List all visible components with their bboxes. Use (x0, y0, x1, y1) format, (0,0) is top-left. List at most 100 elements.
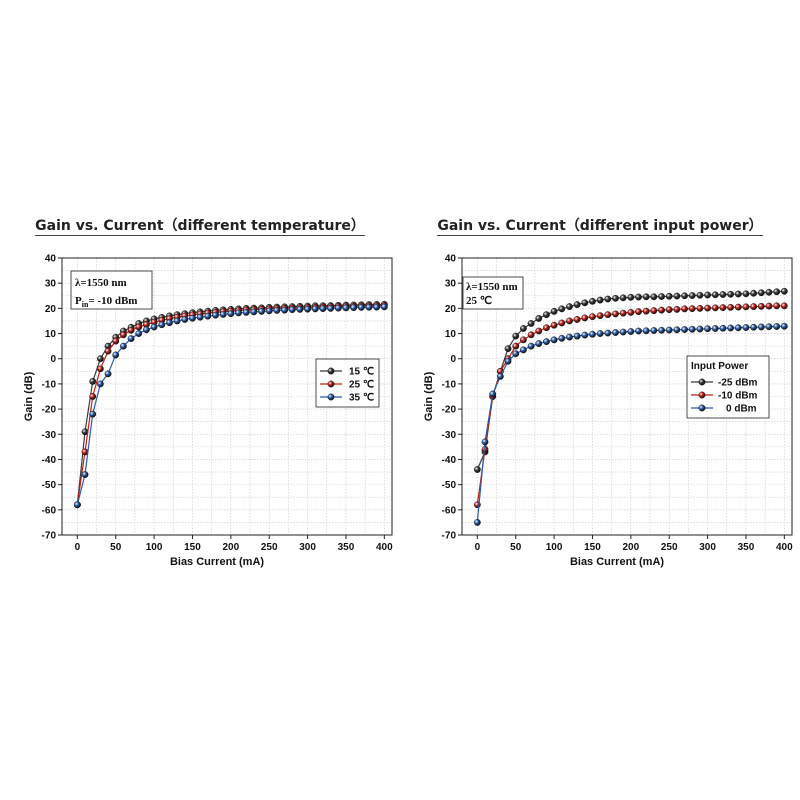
data-point (481, 438, 489, 446)
data-point (119, 331, 127, 339)
legend-marker (698, 378, 706, 386)
data-point (696, 325, 704, 333)
data-point (635, 293, 642, 301)
data-point (581, 314, 589, 322)
x-tick-label: 400 (376, 542, 393, 553)
data-point (780, 322, 788, 330)
data-point (104, 370, 112, 378)
data-point (327, 304, 335, 312)
data-point (265, 307, 273, 315)
data-point (573, 332, 581, 340)
data-point (688, 292, 696, 299)
data-point (604, 311, 612, 319)
data-point (696, 291, 704, 299)
x-tick-label: 350 (338, 542, 355, 553)
data-point (711, 325, 719, 332)
data-point (612, 329, 619, 336)
data-point (519, 325, 527, 332)
data-point (566, 333, 573, 341)
x-tick-label: 300 (299, 542, 316, 553)
chart-gain-vs-current-temperature: Gain vs. Current（different temperature） … (0, 205, 400, 585)
data-point (750, 303, 758, 311)
annotation-wavelength: λ=1550 nm (75, 277, 127, 289)
data-point (727, 324, 735, 332)
data-point (357, 303, 365, 311)
data-point (719, 324, 727, 332)
data-point (135, 330, 143, 337)
data-point (581, 299, 589, 307)
data-point (688, 305, 696, 313)
plot-frame (461, 257, 793, 536)
data-point (596, 312, 604, 320)
x-tick-label: 350 (738, 542, 755, 553)
data-point (665, 306, 673, 314)
data-point (589, 297, 596, 305)
legend-label: 0 dBm (726, 404, 757, 415)
legend: Input Power -25 dBm -10 dBm 0 dBm (686, 355, 770, 419)
data-point (704, 325, 711, 333)
data-point (627, 328, 635, 335)
data-point (135, 323, 143, 331)
x-tick-label: 150 (584, 542, 601, 553)
legend-label: 35 ℃ (349, 393, 374, 404)
data-point (650, 327, 658, 334)
data-point (504, 357, 512, 365)
y-tick-label: -50 (442, 480, 457, 491)
data-point (319, 305, 327, 313)
annotation-box: λ=1550 nm 25 ℃ (462, 276, 524, 310)
data-point (535, 327, 543, 335)
data-point (127, 326, 135, 334)
data-point (527, 320, 535, 327)
x-tick-label: 50 (110, 542, 122, 553)
data-point (612, 294, 619, 302)
data-point (489, 390, 497, 398)
data-point (681, 305, 688, 313)
data-point (619, 309, 627, 317)
data-point (273, 306, 281, 314)
data-point (311, 305, 319, 313)
data-point (757, 289, 765, 297)
x-axis-title: Bias Current (mA) (170, 556, 264, 568)
x-tick-label: 400 (776, 542, 793, 553)
legend-label: -10 dBm (718, 391, 758, 402)
data-point (512, 350, 520, 358)
legend: 15 ℃ 25 ℃ 35 ℃ (315, 358, 380, 408)
data-point (658, 306, 665, 314)
x-tick-label: 0 (475, 542, 481, 553)
chart-gain-vs-current-input-power: Gain vs. Current（different input power） … (400, 205, 800, 585)
data-point (688, 325, 696, 333)
data-point (673, 326, 681, 334)
data-point (227, 310, 235, 318)
data-point (665, 326, 673, 334)
data-point (635, 327, 642, 335)
data-point (119, 342, 127, 350)
y-tick-label: 0 (50, 354, 56, 365)
data-point (250, 308, 258, 316)
data-point (696, 304, 704, 312)
data-point (519, 346, 527, 354)
data-point (212, 311, 219, 319)
data-point (619, 328, 627, 336)
chart-title: Gain vs. Current（different temperature） (35, 218, 365, 236)
data-point (89, 393, 97, 400)
data-point (281, 306, 288, 314)
data-point (573, 316, 581, 323)
data-point (196, 313, 204, 321)
data-point (543, 338, 550, 346)
y-tick-label: -40 (42, 455, 57, 466)
data-point (750, 289, 758, 297)
data-point (727, 303, 735, 311)
x-tick-label: 100 (146, 542, 163, 553)
data-point (334, 304, 342, 312)
data-point (627, 293, 635, 301)
x-tick-label: 0 (75, 542, 81, 553)
data-point (765, 288, 773, 296)
annotation-input-power: Pin= -10 dBm (75, 295, 137, 309)
data-point (543, 324, 550, 332)
data-point (127, 335, 135, 342)
data-point (780, 287, 788, 295)
x-axis-title: Bias Current (mA) (570, 556, 664, 568)
data-point (96, 365, 104, 373)
data-point (711, 304, 719, 312)
data-point (627, 308, 635, 316)
